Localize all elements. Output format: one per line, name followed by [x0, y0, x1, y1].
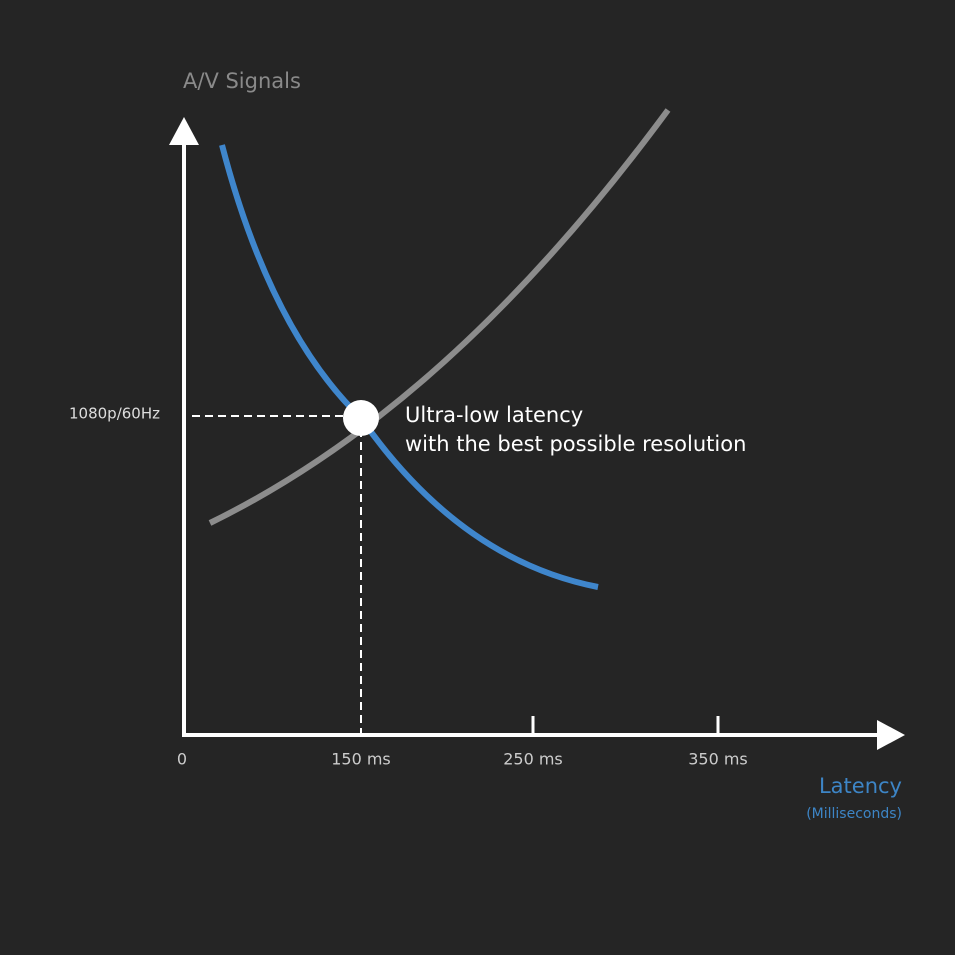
y-marker-label: 1080p/60Hz [69, 405, 160, 423]
gray-curve [208, 108, 671, 526]
x-tick-label: 350 ms [688, 750, 748, 769]
intersection-point [343, 400, 379, 436]
annotation-line: with the best possible resolution [405, 432, 746, 456]
y-axis-arrow [169, 117, 199, 145]
annotation-line: Ultra-low latency [405, 403, 583, 427]
x-axis-subtitle: (Milliseconds) [806, 806, 902, 822]
y-axis-title: A/V Signals [183, 69, 301, 93]
x-axis-title: Latency [819, 774, 902, 798]
x-tick-label: 0 [177, 750, 187, 769]
x-tick-label: 250 ms [503, 750, 563, 769]
x-axis-arrow [877, 720, 905, 750]
x-tick-label: 150 ms [331, 750, 391, 769]
